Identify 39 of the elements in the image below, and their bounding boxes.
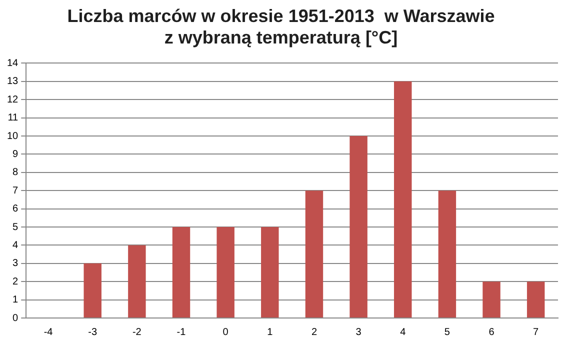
x-tick-label: 1: [267, 326, 274, 338]
x-tick-label: 4: [400, 326, 406, 338]
bar: [394, 81, 412, 318]
y-tick-label: 0: [12, 312, 19, 324]
x-tick-label: -1: [176, 326, 186, 338]
y-tick-label: 12: [7, 94, 19, 106]
y-tick-label: 13: [7, 76, 19, 88]
y-tick-label: 8: [12, 167, 19, 178]
bar: [128, 245, 146, 318]
bar: [350, 136, 368, 318]
bar: [84, 263, 102, 318]
x-tick-label: 0: [222, 326, 229, 338]
bar: [438, 190, 456, 318]
y-tick-label: 1: [12, 294, 19, 306]
y-tick-label: 3: [12, 258, 19, 270]
bar: [216, 227, 234, 318]
x-tick-label: 7: [533, 326, 540, 338]
x-tick-label: -2: [132, 326, 142, 338]
x-tick-label: 6: [488, 326, 495, 338]
y-tick-label: 6: [12, 204, 19, 215]
x-tick-label: 3: [356, 326, 362, 338]
y-tick-label: 5: [12, 222, 19, 233]
x-tick-label: 2: [311, 326, 318, 338]
y-tick-label: 2: [12, 276, 19, 288]
bar: [526, 282, 545, 318]
x-tick-label: -3: [88, 326, 98, 338]
y-tick-label: 9: [12, 148, 19, 160]
x-tick-label: -4: [44, 326, 54, 338]
bar: [482, 282, 500, 318]
y-tick-label: 11: [8, 112, 19, 124]
y-tick-label: 10: [7, 130, 19, 142]
x-tick-label: 5: [444, 326, 450, 338]
y-tick-label: 4: [12, 240, 19, 251]
bar: [261, 227, 279, 318]
bar: [305, 190, 324, 318]
chart-title: Liczba marców w okresie 1951-2013 w Warszawie z wybraną temperaturą [°C]: [67, 6, 495, 48]
y-tick-label: 7: [12, 185, 19, 196]
bar: [172, 227, 190, 318]
y-tick-label: 14: [7, 58, 19, 69]
